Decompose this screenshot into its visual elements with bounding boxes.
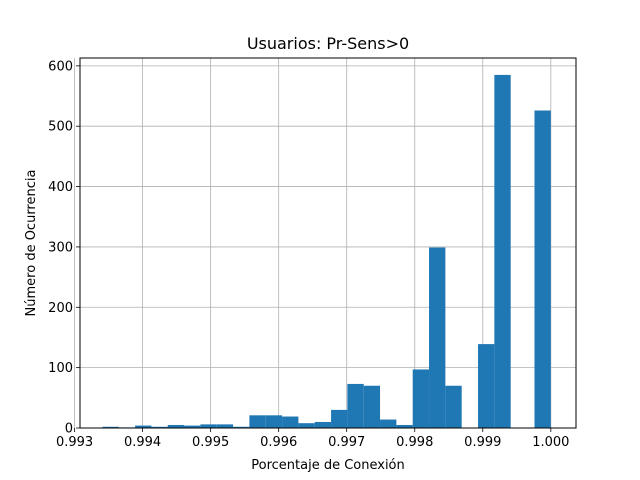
histogram-bar [478,344,495,428]
x-tick-label: 0.998 [396,435,433,450]
histogram-bar [249,415,266,428]
x-tick-label: 0.996 [260,435,297,450]
histogram-bar [429,247,446,428]
histogram-bar [412,369,430,428]
y-tick-label: 200 [48,301,73,316]
chart-title: Usuarios: Pr-Sens>0 [247,34,409,53]
histogram-bar [396,424,413,428]
y-tick-label: 600 [48,59,73,74]
y-tick-label: 300 [48,240,73,255]
x-tick-label: 0.994 [124,435,161,450]
histogram-bar [200,424,217,428]
histogram-bars [102,74,551,429]
y-axis-ticks: 0 100 200 300 400 500 600 [48,59,80,437]
histogram-bar [102,426,119,428]
x-axis-label: Porcentaje de Conexión [251,458,405,473]
x-axis-ticks: 0.993 0.994 0.995 0.996 0.997 0.998 0.999 1.000 [56,428,569,450]
histogram-bar [233,426,250,428]
x-tick-label: 0.995 [192,435,229,450]
y-axis-label: Número de Ocurrencia [24,170,39,317]
histogram-bar [216,424,234,428]
histogram-bar [151,426,168,428]
histogram-bar [265,415,283,428]
histogram-bar [534,110,551,428]
histogram-bar [282,416,299,428]
histogram-bar [167,424,185,428]
x-tick-label: 0.993 [56,435,93,450]
y-tick-label: 0 [65,422,73,437]
histogram-bar [363,385,381,428]
histogram-bar [331,409,348,428]
y-tick-label: 500 [48,120,73,135]
histogram-bar [135,425,152,428]
histogram-bar [494,74,511,429]
x-tick-label: 0.999 [464,435,501,450]
histogram-bar [184,425,201,428]
histogram-bar [298,423,315,428]
y-tick-label: 100 [48,361,73,376]
plot-frame [79,57,577,429]
histogram-bar [314,421,332,428]
histogram-bar [347,383,364,428]
y-tick-label: 400 [48,180,73,195]
histogram-bar [380,419,397,428]
x-tick-label: 0.997 [328,435,365,450]
x-tick-label: 1.000 [532,435,569,450]
histogram-bar [445,385,462,428]
